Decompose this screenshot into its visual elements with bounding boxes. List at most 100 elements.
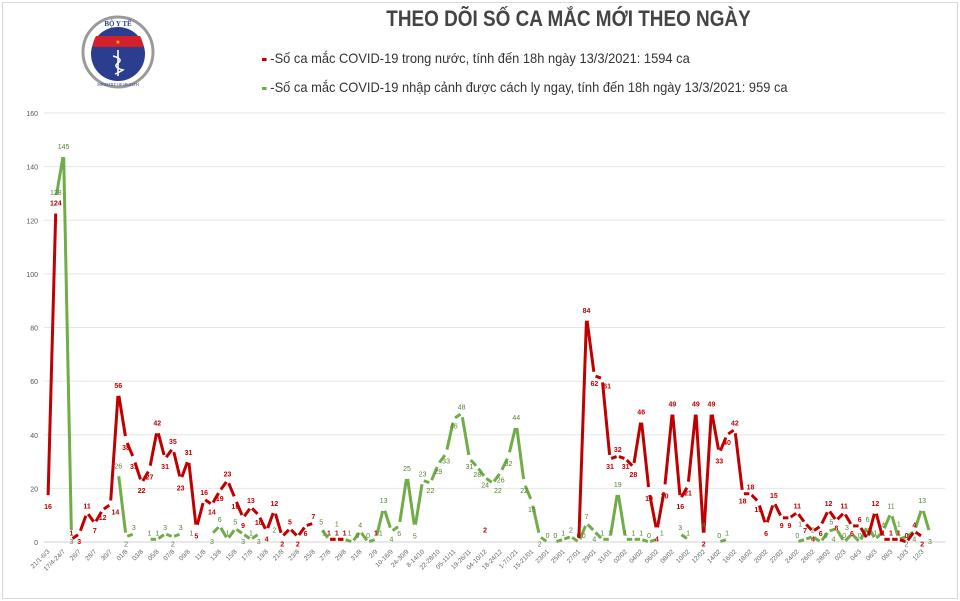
domestic-data-label: 49 (669, 402, 677, 409)
domestic-data-label: 28 (629, 472, 637, 479)
legend-marker-green (262, 86, 267, 90)
y-tick-label: 40 (30, 433, 38, 440)
domestic-data-label: 35 (169, 439, 177, 446)
imported-line-segment (62, 157, 73, 530)
domestic-line-segment (297, 526, 306, 536)
imported-line-segment (540, 536, 548, 543)
domestic-data-label: 5 (194, 534, 198, 541)
imported-data-label: 23 (419, 471, 427, 478)
imported-line-segment (375, 510, 385, 536)
imported-data-label: 44 (512, 415, 520, 422)
imported-data-label: 0 (582, 533, 586, 540)
domestic-data-label: 11 (840, 504, 848, 511)
domestic-data-label: 2 (280, 542, 284, 549)
domestic-data-label: 4 (265, 536, 269, 543)
x-tick-label: 26/02 (800, 548, 817, 565)
imported-data-label: 28 (473, 472, 481, 479)
legend-marker-red (262, 57, 267, 61)
domestic-data-label: 38 (122, 445, 130, 452)
domestic-data-label: 9 (241, 523, 245, 530)
domestic-line-segment (844, 513, 853, 525)
x-tick-label: 27/8 (319, 548, 333, 562)
domestic-line-segment (813, 525, 821, 532)
imported-line-segment (890, 515, 900, 536)
domestic-data-label: 2 (702, 542, 706, 549)
imported-line-segment (414, 484, 424, 525)
domestic-data-label: 62 (590, 381, 598, 388)
imported-data-label: 1 (639, 530, 643, 537)
domestic-line-segment (625, 459, 634, 467)
imported-data-label: 26 (497, 477, 505, 484)
domestic-data-label: 1 (881, 530, 885, 537)
imported-data-label: 4 (881, 522, 885, 529)
domestic-data-label: 61 (603, 383, 611, 390)
imported-data-label: 5 (319, 520, 323, 527)
imported-data-label: 3 (179, 525, 183, 532)
imported-data-label: 1 (249, 530, 253, 537)
imported-data-label: 5 (413, 534, 417, 541)
domestic-data-label: 22 (138, 488, 146, 495)
domestic-line-segment (618, 455, 625, 460)
imported-line-segment (430, 466, 439, 481)
domestic-line-segment (595, 374, 602, 380)
domestic-data-label: 31 (622, 464, 630, 471)
domestic-data-label: 21 (684, 491, 692, 498)
domestic-data-label: 4 (912, 522, 916, 529)
x-tick-label: 12/02 (691, 548, 708, 565)
imported-data-label: 3 (678, 525, 682, 532)
imported-data-label: 15 (528, 507, 536, 514)
imported-data-label: 33 (442, 459, 450, 466)
imported-data-label: 4 (832, 536, 836, 543)
imported-line-segment (235, 528, 243, 535)
domestic-data-label: 16 (231, 504, 239, 511)
domestic-line-segment (671, 414, 682, 496)
domestic-data-label: 6 (819, 531, 823, 538)
imported-data-label: 1 (660, 530, 664, 537)
domestic-data-label: 4 (655, 536, 659, 543)
imported-data-label: 128 (50, 190, 62, 197)
domestic-data-label: 14 (112, 509, 120, 516)
imported-line-segment (460, 416, 471, 456)
domestic-line-segment (758, 504, 767, 523)
domestic-line-segment (219, 481, 228, 491)
x-tick-label: 17/8 (240, 548, 254, 562)
imported-data-label: 3 (928, 539, 932, 546)
imported-line-segment (360, 532, 369, 542)
x-tick-label: 25/8 (303, 548, 317, 562)
domestic-data-label: 11 (794, 504, 802, 511)
domestic-data-label: 1 (889, 530, 893, 537)
imported-data-label: 3 (210, 539, 214, 546)
x-tick-label: 10/02 (675, 548, 692, 565)
imported-data-label: 2 (569, 528, 573, 535)
imported-data-label: 2 (905, 542, 909, 549)
imported-line-segment (680, 533, 688, 540)
imported-data-label: 1 (897, 521, 901, 528)
imported-line-segment (500, 457, 509, 471)
imported-data-label: 0 (842, 533, 846, 540)
x-tick-label: 01/8 (116, 548, 130, 562)
domestic-line-segment (797, 513, 806, 523)
domestic-line-segment (601, 382, 612, 456)
imported-data-label: 48 (458, 404, 466, 411)
domestic-line-segment (94, 511, 103, 522)
domestic-data-label: 13 (247, 498, 255, 505)
imported-line-segment (719, 538, 727, 544)
imported-line-segment (649, 538, 657, 544)
domestic-line-segment (227, 482, 236, 497)
domestic-line-segment (765, 504, 775, 523)
x-tick-label: 13/8 (209, 548, 223, 562)
imported-line-segment (844, 534, 852, 542)
imported-data-label: 22 (520, 488, 528, 495)
logo-text-top: BỘ Y TẾ (104, 20, 132, 28)
imported-line-segment (173, 532, 181, 538)
domestic-line-segment (694, 414, 705, 533)
domestic-line-segment (686, 414, 697, 482)
domestic-data-label: 7 (803, 528, 807, 535)
domestic-data-label: 15 (754, 507, 762, 514)
imported-line-segment (485, 477, 493, 484)
domestic-line-segment (156, 432, 166, 456)
legend-label-domestic: -Số ca mắc COVID-19 trong nước, tính đến… (270, 50, 690, 66)
imported-data-label: 46 (450, 424, 458, 431)
imported-data-label: 29 (434, 469, 442, 476)
imported-data-label: 4 (592, 536, 596, 543)
